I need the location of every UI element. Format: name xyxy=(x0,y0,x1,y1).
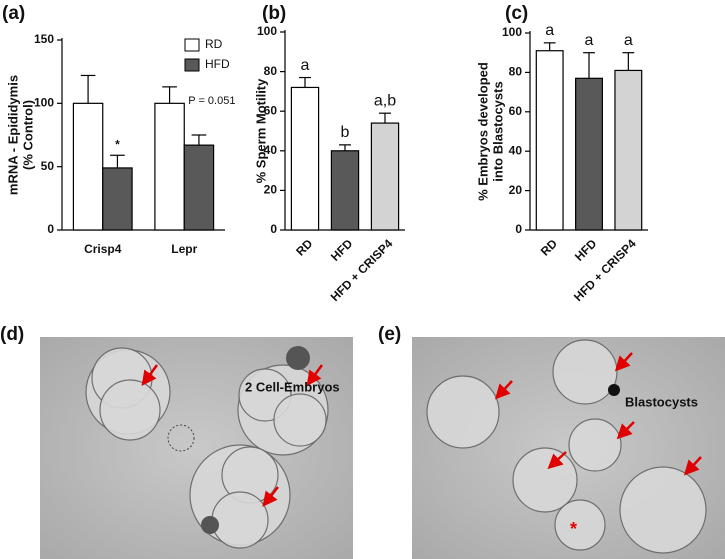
x-tick-label: HFD xyxy=(572,236,600,264)
debris xyxy=(167,424,195,452)
cell xyxy=(211,491,269,549)
image-caption: Blastocysts xyxy=(625,394,698,409)
legend-swatch xyxy=(184,58,200,72)
y-tick-label: 80 xyxy=(264,64,278,78)
cell xyxy=(552,339,618,405)
significance-label: a xyxy=(624,32,633,49)
y-tick-label: 150 xyxy=(34,32,54,46)
micrograph-d: 2 Cell-Embryos xyxy=(40,337,353,559)
x-tick-label: HFD xyxy=(328,236,356,264)
cell xyxy=(273,393,327,447)
bar xyxy=(370,122,400,231)
y-tick-label: 0 xyxy=(270,222,277,236)
y-axis-label: % Embryos developed xyxy=(475,62,490,201)
significance-label: a xyxy=(545,22,554,39)
arrow xyxy=(614,352,633,372)
y-tick-label: 100 xyxy=(34,96,54,110)
y-tick-label: 40 xyxy=(264,143,278,157)
arrow xyxy=(494,380,513,400)
panel-label: (d) xyxy=(0,324,24,345)
debris xyxy=(286,346,310,370)
y-tick-label: 20 xyxy=(509,183,523,197)
x-tick-label: RD xyxy=(538,236,560,258)
significance-label: a xyxy=(301,57,310,74)
y-tick-label: 0 xyxy=(515,222,522,236)
panel-label: (e) xyxy=(378,324,401,345)
bar xyxy=(154,102,185,231)
bar xyxy=(102,167,133,231)
x-tick-label: Lepr xyxy=(171,242,197,256)
significance-marker: * xyxy=(115,137,120,151)
bar xyxy=(575,77,603,231)
bar xyxy=(290,86,320,231)
p-value: P = 0.051 xyxy=(188,95,235,107)
y-tick-label: 100 xyxy=(257,24,277,38)
y-tick-label: 100 xyxy=(502,25,522,39)
panel-label: (b) xyxy=(262,3,286,24)
bar xyxy=(535,50,564,231)
bar xyxy=(614,69,643,231)
y-axis-label: % Sperm Motility xyxy=(253,78,268,184)
significance-label: a,b xyxy=(374,92,396,109)
significance-label: b xyxy=(341,124,350,141)
x-tick-label: Crisp4 xyxy=(84,242,122,256)
arrow xyxy=(306,364,324,387)
arrow xyxy=(262,486,279,507)
y-tick-label: 60 xyxy=(264,103,278,117)
legend-swatch xyxy=(184,38,200,52)
y-tick-label: 0 xyxy=(47,222,54,236)
cell xyxy=(554,499,606,551)
cell xyxy=(568,418,622,472)
bar xyxy=(183,144,215,231)
y-tick-label: 20 xyxy=(264,183,278,197)
y-tick-label: 60 xyxy=(509,104,523,118)
y-tick-label: 40 xyxy=(509,143,523,157)
legend-label: HFD xyxy=(205,57,230,71)
debris xyxy=(608,384,620,396)
x-tick-label: RD xyxy=(293,236,315,258)
significance-label: a xyxy=(585,32,594,49)
image-caption: 2 Cell-Embryos xyxy=(245,379,340,394)
cell xyxy=(512,447,578,513)
legend-label: RD xyxy=(205,37,223,51)
cell xyxy=(426,375,500,449)
y-axis-label: mRNA - Epididymis xyxy=(5,75,20,195)
y-axis-label: into Blastocysts xyxy=(490,81,505,181)
y-axis-label: (% Control) xyxy=(20,100,35,170)
micrograph-e: * Blastocysts xyxy=(412,337,725,559)
arrow xyxy=(616,421,635,440)
debris xyxy=(201,516,219,534)
cell xyxy=(99,379,161,441)
bar xyxy=(72,102,104,231)
y-tick-label: 50 xyxy=(41,159,55,173)
arrow xyxy=(141,364,159,387)
bar xyxy=(330,150,360,231)
cell xyxy=(619,466,707,554)
charts: (a) mRNA - Epididymis (% Control) 0 50 100 150… xyxy=(2,3,648,304)
panel-label: (c) xyxy=(505,3,528,24)
panel-label: (a) xyxy=(2,3,25,24)
arrow xyxy=(547,451,567,470)
marker: * xyxy=(570,519,577,539)
arrow xyxy=(683,456,702,476)
y-tick-label: 80 xyxy=(509,65,523,79)
